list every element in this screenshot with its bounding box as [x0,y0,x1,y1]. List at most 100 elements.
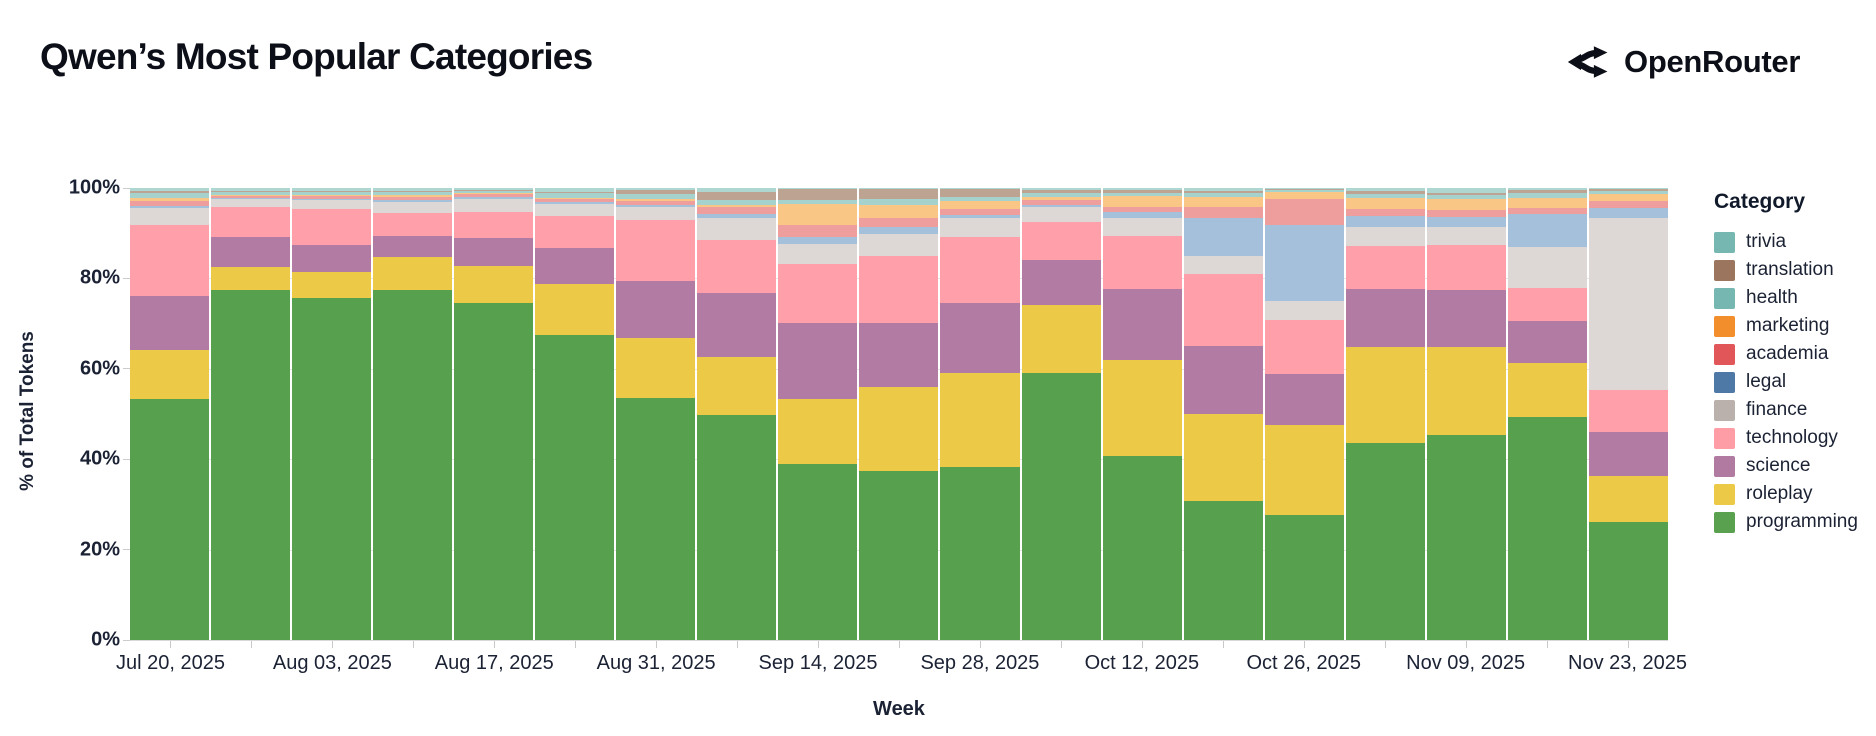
bar-segment-trivia[interactable] [1102,188,1182,190]
bar-segment-finance[interactable] [697,218,777,240]
bar-segment-marketing[interactable] [940,200,1020,210]
bar-segment-finance[interactable] [373,201,453,214]
bar-segment-marketing[interactable] [211,195,291,197]
bar-segment-programming[interactable] [940,467,1020,640]
bar-sep-28-2025[interactable] [940,188,1020,640]
bar-segment-programming[interactable] [1102,455,1182,640]
bar-segment-academia[interactable] [616,201,696,205]
bar-segment-programming[interactable] [1183,501,1263,640]
bar-segment-technology[interactable] [130,225,210,296]
bar-nov-23-2025[interactable] [1588,188,1668,640]
bar-segment-programming[interactable] [778,463,858,640]
bar-segment-translation[interactable] [211,190,291,193]
bar-segment-science[interactable] [1588,432,1668,476]
bar-segment-translation[interactable] [940,188,1020,198]
bar-segment-academia[interactable] [697,207,777,215]
bar-sep-14-2025[interactable] [778,188,858,640]
bar-segment-roleplay[interactable] [1021,305,1101,373]
bar-segment-marketing[interactable] [778,203,858,225]
bar-segment-academia[interactable] [1345,209,1425,217]
bar-segment-technology[interactable] [535,216,615,249]
bar-segment-academia[interactable] [1507,208,1587,215]
legend-item-academia[interactable]: academia [1714,340,1858,368]
bar-segment-academia[interactable] [1426,210,1506,217]
bar-segment-health[interactable] [1183,193,1263,197]
bar-segment-programming[interactable] [697,415,777,640]
bar-nov-09-2025[interactable] [1426,188,1506,640]
bar-segment-programming[interactable] [211,290,291,640]
bar-oct-12-2025[interactable] [1102,188,1182,640]
bar-segment-health[interactable] [535,192,615,198]
bar-segment-programming[interactable] [130,399,210,640]
bar-segment-trivia[interactable] [292,188,372,191]
bar-segment-trivia[interactable] [1183,188,1263,191]
bar-segment-programming[interactable] [1507,417,1587,640]
bar-segment-roleplay[interactable] [373,257,453,291]
bar-segment-finance[interactable] [130,208,210,226]
bar-segment-marketing[interactable] [1507,198,1587,209]
openrouter-brand[interactable]: OpenRouter [1566,40,1800,84]
bar-segment-marketing[interactable] [1588,194,1668,202]
bar-segment-science[interactable] [292,244,372,273]
bar-segment-technology[interactable] [1507,288,1587,321]
bar-segment-trivia[interactable] [940,188,1020,189]
bar-segment-legal[interactable] [211,198,291,200]
bar-segment-translation[interactable] [1021,189,1101,193]
bar-segment-marketing[interactable] [130,198,210,202]
bar-segment-health[interactable] [859,198,939,205]
bar-nov-16-2025[interactable] [1507,188,1587,640]
bar-segment-programming[interactable] [1021,372,1101,640]
bar-segment-academia[interactable] [1102,206,1182,213]
bar-segment-health[interactable] [1345,194,1425,199]
bar-segment-legal[interactable] [697,214,777,219]
bar-segment-academia[interactable] [292,196,372,199]
bar-oct-19-2025[interactable] [1183,188,1263,640]
bar-segment-health[interactable] [697,199,777,206]
bar-segment-marketing[interactable] [1426,199,1506,211]
bar-segment-marketing[interactable] [616,199,696,202]
bar-segment-finance[interactable] [859,234,939,256]
bar-aug-17-2025[interactable] [454,188,534,640]
bar-segment-health[interactable] [1426,195,1506,200]
bar-segment-roleplay[interactable] [1345,346,1425,443]
bar-segment-trivia[interactable] [1021,188,1101,190]
bar-nov-02-2025[interactable] [1345,188,1425,640]
bar-segment-legal[interactable] [859,227,939,235]
bar-segment-technology[interactable] [292,209,372,245]
bar-segment-technology[interactable] [1345,246,1425,290]
bar-segment-translation[interactable] [1588,189,1668,192]
bar-segment-roleplay[interactable] [697,356,777,416]
bar-segment-trivia[interactable] [454,188,534,190]
bar-segment-roleplay[interactable] [535,283,615,335]
bar-segment-roleplay[interactable] [130,349,210,400]
bar-segment-academia[interactable] [1588,201,1668,208]
bar-segment-programming[interactable] [373,290,453,640]
bar-segment-finance[interactable] [1345,227,1425,247]
bar-segment-trivia[interactable] [778,188,858,189]
bar-segment-legal[interactable] [940,215,1020,219]
bar-segment-roleplay[interactable] [1507,363,1587,418]
bar-segment-science[interactable] [1264,374,1344,426]
bar-segment-finance[interactable] [1426,226,1506,245]
bar-segment-health[interactable] [292,192,372,195]
bar-segment-marketing[interactable] [859,204,939,219]
bar-oct-05-2025[interactable] [1021,188,1101,640]
bar-segment-programming[interactable] [616,397,696,640]
bar-segment-technology[interactable] [940,237,1020,304]
bar-segment-roleplay[interactable] [1183,413,1263,502]
bar-segment-roleplay[interactable] [454,265,534,303]
bar-segment-roleplay[interactable] [1102,360,1182,456]
bar-segment-health[interactable] [1507,193,1587,199]
legend-item-translation[interactable]: translation [1714,256,1858,284]
bar-segment-programming[interactable] [535,334,615,640]
bar-segment-legal[interactable] [1588,207,1668,219]
bar-segment-trivia[interactable] [697,188,777,193]
bar-segment-programming[interactable] [1426,434,1506,640]
bar-segment-science[interactable] [1426,290,1506,347]
bar-segment-finance[interactable] [1021,206,1101,223]
bar-segment-legal[interactable] [1183,218,1263,256]
bar-segment-translation[interactable] [454,189,534,191]
bar-segment-health[interactable] [616,193,696,200]
bar-segment-finance[interactable] [1588,218,1668,391]
bar-segment-marketing[interactable] [535,197,615,200]
